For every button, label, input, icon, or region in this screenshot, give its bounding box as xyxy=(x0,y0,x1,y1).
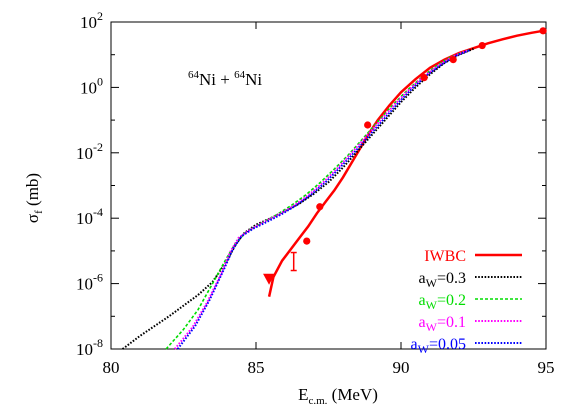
legend-label-4: aW=0.05 xyxy=(411,336,466,356)
data-point xyxy=(539,27,547,35)
legend-label-3: aW=0.1 xyxy=(419,314,466,334)
plus-sign: + xyxy=(216,70,234,89)
series-line-4 xyxy=(176,48,471,350)
mass-number-b: 64 xyxy=(234,69,246,81)
y-tick-label: 10-6 xyxy=(76,271,103,294)
x-tick-label: 90 xyxy=(393,358,410,377)
y-axis-sub: f xyxy=(33,210,45,214)
series-line-0 xyxy=(267,29,544,297)
plot-frame xyxy=(110,21,547,350)
experimental-points xyxy=(263,27,547,285)
x-tick-label: 95 xyxy=(538,358,555,377)
mass-number-a: 64 xyxy=(188,69,200,81)
x-axis-sub: c.m. xyxy=(308,395,327,407)
x-axis-unit: (MeV) xyxy=(327,385,378,404)
y-tick-label: 100 xyxy=(80,74,103,97)
data-point xyxy=(364,121,372,129)
legend-label-2: aW=0.2 xyxy=(419,292,466,312)
reaction-annotation: 64Ni + 64Ni xyxy=(188,69,262,89)
x-axis-title: Ec.m. (MeV) xyxy=(298,385,378,407)
y-tick-label: 102 xyxy=(80,9,103,32)
legend: IWBC aW=0.3aW=0.2aW=0.1aW=0.05 xyxy=(411,248,522,356)
axis-ticks: 80 85 90 95 10-8 10-6 10-4 10-2 100 102 xyxy=(76,9,555,377)
y-tick-label: 10-4 xyxy=(76,205,103,228)
legend-label-0: IWBC xyxy=(424,248,466,265)
x-axis-main: E xyxy=(298,385,308,404)
series-line-2 xyxy=(165,49,468,350)
data-point xyxy=(316,203,324,211)
element-b: Ni xyxy=(245,70,262,89)
data-point xyxy=(420,73,428,82)
y-tick-label: 10-2 xyxy=(76,140,103,163)
y-tick-label: 10-8 xyxy=(76,336,103,359)
y-axis-unit: (mb) xyxy=(23,173,42,210)
x-tick-label: 85 xyxy=(248,358,265,377)
element-a: Ni xyxy=(199,70,216,89)
y-axis-title: σf (mb) xyxy=(23,173,45,223)
legend-label-1: aW=0.3 xyxy=(419,270,466,290)
series-layer xyxy=(121,29,544,350)
y-axis-main: σ xyxy=(23,214,42,223)
upper-limit-marker xyxy=(263,273,276,285)
series-line-3 xyxy=(174,49,469,350)
data-point xyxy=(449,56,457,64)
x-tick-label: 80 xyxy=(103,358,120,377)
series-line-1 xyxy=(121,47,474,350)
data-point xyxy=(303,237,311,245)
data-point xyxy=(478,41,486,50)
